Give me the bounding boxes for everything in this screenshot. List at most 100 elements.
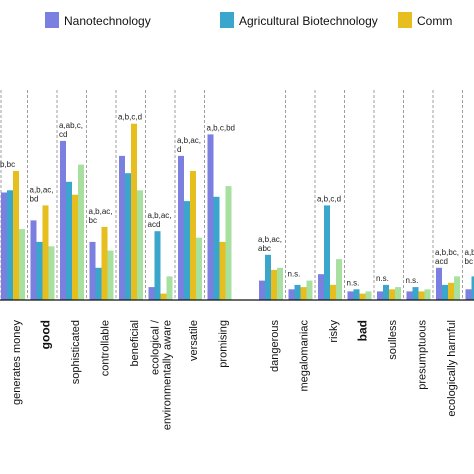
x-tick-label: controllable [99, 320, 111, 376]
bar-nanotechnology [207, 134, 214, 300]
bar-series-4 [107, 250, 114, 300]
bar-nanotechnology [259, 280, 265, 300]
bar-nanotechnology [377, 291, 383, 300]
bar-comm [42, 205, 49, 300]
bar-agricultural-biotechnology [353, 289, 360, 301]
x-tick-label: bad [355, 320, 369, 341]
x-tick-label: beneficial [129, 320, 141, 366]
significance-label: a,b,c,d [118, 113, 142, 122]
bar-comm [418, 291, 425, 300]
significance-label: a,ab,c, cd [59, 121, 83, 139]
bar-agricultural-biotechnology [412, 287, 419, 300]
bar-nanotechnology [406, 291, 413, 300]
bar-nanotechnology [465, 289, 472, 301]
bar-series-4 [277, 267, 283, 301]
bar-agricultural-biotechnology [66, 181, 72, 301]
group-separators [0, 90, 463, 300]
bar-agricultural-biotechnology [265, 254, 271, 300]
bar-nanotechnology [89, 241, 96, 300]
bar-comm [219, 241, 226, 300]
bar-comm [190, 171, 196, 300]
significance-label: a,b,bc [465, 248, 474, 266]
bar-comm [131, 123, 137, 300]
x-tick-label: generates money [11, 320, 23, 405]
bar-comm [271, 269, 277, 300]
bar-agricultural-biotechnology [213, 196, 220, 300]
bar-nanotechnology [178, 155, 184, 300]
x-tick-label: risky [328, 320, 340, 343]
bar-comm [359, 293, 366, 300]
x-tick-label: good [38, 320, 52, 349]
bar-comm [389, 289, 395, 301]
significance-label: a,b,ac, abc [258, 235, 282, 253]
significance-label: n.s. [347, 278, 360, 287]
bar-agricultural-biotechnology [442, 284, 448, 300]
bar-nanotechnology [60, 140, 66, 300]
bar-nanotechnology [148, 287, 155, 300]
significance-labels: b,bc a,b,ac, bd a,ab,c, cd a,b,ac, bc a,b,c,d a,… [0, 113, 474, 288]
bar-series-4 [78, 164, 84, 300]
significance-label: a,b,ac, d [177, 136, 201, 154]
bar-agricultural-biotechnology [36, 241, 43, 300]
bar-comm [448, 282, 454, 300]
bar-series-4 [225, 186, 232, 300]
bar-series-4 [365, 291, 372, 300]
bar-comm [160, 293, 167, 300]
legend-label: Nanotechnology [64, 14, 151, 28]
legend-swatch [45, 12, 59, 28]
x-tick-label: versatile [188, 320, 200, 361]
significance-label: b,bc [0, 160, 15, 169]
bar-series-4 [48, 246, 55, 301]
bar-series-4 [336, 259, 342, 300]
bar-agricultural-biotechnology [294, 284, 301, 300]
significance-label: a,b,bc, acd [435, 248, 459, 266]
significance-label: a,b,ac, acd [148, 211, 172, 229]
x-tick-label: ecologically harmful [446, 320, 458, 417]
significance-label: a,b,ac, bd [30, 185, 54, 203]
bar-nanotechnology [288, 289, 295, 301]
significance-label: n.s. [376, 274, 389, 283]
bar-series-4 [395, 287, 401, 300]
bar-nanotechnology [347, 291, 354, 300]
legend: Nanotechnology Agricultural Biotechnology… [45, 12, 452, 28]
bar-nanotechnology [119, 155, 125, 300]
bar-series-4 [19, 229, 25, 300]
bar-agricultural-biotechnology [471, 276, 474, 300]
bar-comm [330, 284, 336, 300]
bar-agricultural-biotechnology [95, 267, 102, 301]
significance-label: n.s. [288, 270, 301, 279]
bar-agricultural-biotechnology [184, 201, 190, 300]
bar-comm [13, 171, 19, 300]
legend-swatch [398, 12, 412, 28]
x-axis-labels: generates money good sophisticated controll… [11, 319, 458, 430]
significance-label: a,b,c,bd [207, 123, 235, 132]
bar-agricultural-biotechnology [7, 190, 13, 300]
bar-series-4 [454, 276, 460, 300]
legend-swatch [220, 12, 234, 28]
significance-label: a,b,ac, bc [89, 207, 113, 225]
bar-nanotechnology [436, 267, 442, 301]
bar-nanotechnology [30, 220, 37, 300]
bar-series-4 [137, 190, 143, 300]
significance-label: n.s. [406, 276, 419, 285]
x-tick-label: ecological /environmentally aware [149, 319, 173, 430]
significance-label: a,b,c,d [317, 194, 341, 203]
x-tick-label: soulless [387, 320, 399, 360]
bar-series-4 [306, 280, 313, 300]
bar-series-4 [196, 237, 202, 300]
bar-comm [72, 194, 78, 300]
x-tick-label: megalomaniac [298, 320, 310, 392]
bar-agricultural-biotechnology [154, 231, 161, 300]
bar-series-4 [166, 276, 173, 300]
legend-label: Agricultural Biotechnology [239, 14, 378, 28]
bar-nanotechnology [1, 192, 7, 300]
x-tick-label: presumptuous [416, 320, 428, 390]
bar-comm [101, 226, 108, 300]
bar-agricultural-biotechnology [383, 284, 389, 300]
bar-comm [300, 287, 307, 300]
x-tick-label: dangerous [269, 320, 281, 372]
bar-agricultural-biotechnology [324, 205, 330, 300]
bar-agricultural-biotechnology [125, 173, 131, 300]
